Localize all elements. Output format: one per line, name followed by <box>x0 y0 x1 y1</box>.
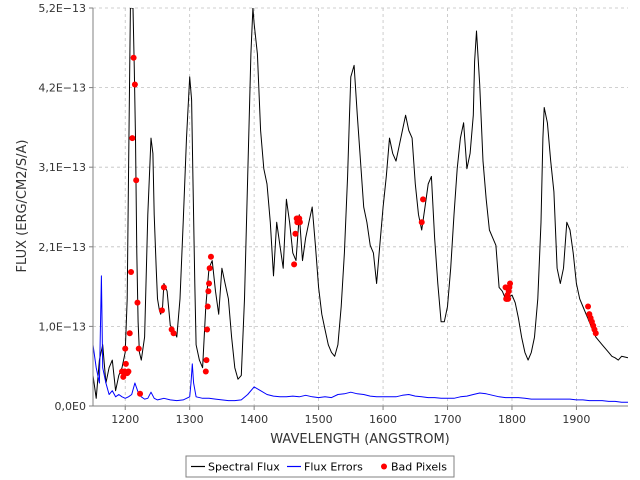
bad-pixel-point <box>170 330 177 337</box>
bad-pixel-point <box>204 303 211 310</box>
y-tick-label: 4,2E−13 <box>38 82 86 95</box>
bad-pixel-point <box>505 295 512 302</box>
bad-pixel-point <box>128 269 135 276</box>
y-tick-label: 0,0E0 <box>55 400 86 413</box>
x-axis-title: WAVELENGTH (ANGSTROM) <box>270 432 449 447</box>
bad-pixel-point <box>137 390 144 397</box>
bad-pixel-point <box>125 368 132 375</box>
bad-pixel-point <box>135 345 142 352</box>
flux-errors-line <box>93 275 628 403</box>
bad-pixel-point <box>120 373 127 380</box>
bad-pixel-point <box>291 261 298 268</box>
bad-pixel-point <box>203 357 210 364</box>
legend: Spectral Flux Flux Errors Bad Pixels <box>185 455 455 478</box>
legend-marker-bad-pixels <box>381 463 387 470</box>
bad-pixel-point <box>160 284 167 291</box>
y-tick-label: 1,0E−13 <box>38 320 86 333</box>
legend-label-spectral-flux: Spectral Flux <box>208 461 280 474</box>
bad-pixel-point <box>592 330 599 337</box>
y-axis-title: FLUX (ERG/CM2/S/A) <box>15 140 30 273</box>
bad-pixel-point <box>296 219 303 226</box>
legend-label-flux-errors: Flux Errors <box>304 461 363 474</box>
bad-pixel-point <box>130 54 137 61</box>
bad-pixel-point <box>420 196 427 203</box>
x-tick-label: 1900 <box>562 413 590 426</box>
bad-pixel-point <box>507 280 514 287</box>
bad-pixel-point <box>134 299 141 306</box>
bad-pixel-point <box>202 368 209 375</box>
bad-pixel-point <box>207 253 214 260</box>
bad-pixel-point <box>585 303 592 310</box>
plot-area <box>93 8 628 406</box>
legend-label-bad-pixels: Bad Pixels <box>391 461 447 474</box>
x-tick-label: 1200 <box>111 413 139 426</box>
bad-pixel-point <box>206 265 213 272</box>
bad-pixel-point <box>126 330 133 337</box>
bad-pixel-point <box>131 81 138 88</box>
x-tick-label: 1400 <box>240 413 268 426</box>
legend-box <box>185 455 455 478</box>
x-tick-label: 1300 <box>176 413 204 426</box>
bad-pixel-point <box>204 326 211 333</box>
axes: 1200 1300 1400 1500 1600 1700 1800 1900 0,0E0 1,0… <box>38 2 628 426</box>
x-tick-label: 1600 <box>369 413 397 426</box>
bad-pixel-point <box>418 219 425 226</box>
bad-pixel-point <box>129 135 136 142</box>
bad-pixel-point <box>122 360 129 367</box>
plot-background <box>93 8 628 406</box>
bad-pixel-point <box>206 280 213 287</box>
x-tick-label: 1800 <box>498 413 526 426</box>
bad-pixel-point <box>292 230 299 237</box>
data-layer <box>93 8 628 403</box>
y-tick-label: 5,2E−13 <box>38 2 86 15</box>
bad-pixel-point <box>158 307 165 314</box>
x-tick-label: 1700 <box>434 413 462 426</box>
bad-pixel-point <box>205 288 212 295</box>
y-tick-label: 2,1E−13 <box>38 241 86 254</box>
y-tick-label: 3,1E−13 <box>38 161 86 174</box>
x-tick-label: 1500 <box>305 413 333 426</box>
bad-pixel-point <box>133 177 140 184</box>
bad-pixel-point <box>122 345 129 352</box>
